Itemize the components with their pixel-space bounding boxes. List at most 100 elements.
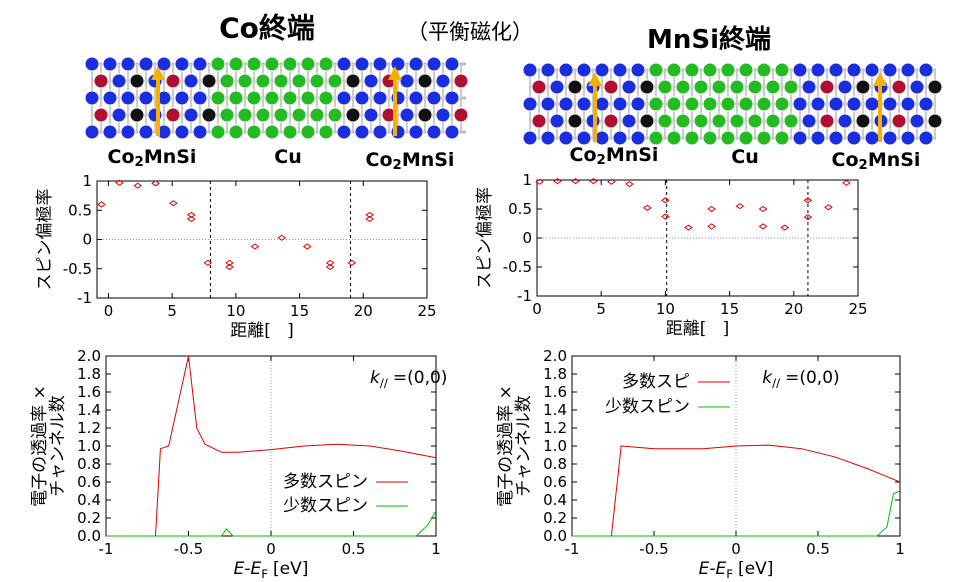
- y-tick-label: 0.2: [77, 509, 101, 527]
- atom: [802, 114, 816, 128]
- x-tick-label: -0.5: [174, 540, 203, 558]
- layer-label: Co2MnSi: [832, 149, 921, 173]
- data-point: [348, 260, 355, 265]
- y-tick-label: 0.4: [543, 491, 567, 509]
- atom: [85, 57, 99, 71]
- atom: [694, 80, 708, 94]
- atom: [613, 97, 627, 111]
- atom: [337, 57, 351, 71]
- atom: [202, 74, 216, 88]
- atom: [775, 63, 789, 77]
- x-axis-label-main: 距離[ ]: [666, 319, 729, 339]
- atom: [400, 108, 414, 122]
- atom: [328, 74, 342, 88]
- atom: [220, 108, 234, 122]
- atom: [202, 108, 216, 122]
- y-tick-label: 1.8: [543, 365, 567, 383]
- atom: [523, 131, 537, 145]
- atom: [346, 74, 360, 88]
- atom: [748, 80, 762, 94]
- data-point: [825, 205, 832, 210]
- atom: [85, 91, 99, 105]
- atom: [337, 91, 351, 105]
- atom: [373, 125, 387, 139]
- atom: [319, 57, 333, 71]
- atom: [346, 108, 360, 122]
- atom: [721, 63, 735, 77]
- atom: [175, 125, 189, 139]
- atom: [283, 91, 297, 105]
- x-axis-label-rest: [eV]: [738, 559, 773, 579]
- atom: [184, 108, 198, 122]
- x-axis-label-sub: F: [726, 567, 733, 581]
- atom: [436, 108, 450, 122]
- legend-label: 多数スピ: [622, 372, 690, 392]
- atom: [910, 80, 924, 94]
- atom: [595, 97, 609, 111]
- atom: [175, 91, 189, 105]
- atom: [577, 97, 591, 111]
- data-point: [590, 179, 597, 184]
- x-axis-label-rest: [eV]: [273, 559, 308, 579]
- atom: [220, 74, 234, 88]
- atom: [766, 80, 780, 94]
- data-point: [708, 224, 715, 229]
- atom: [829, 131, 843, 145]
- atom: [631, 97, 645, 111]
- atom: [436, 74, 450, 88]
- atom: [550, 80, 564, 94]
- atom: [112, 74, 126, 88]
- atom: [883, 63, 897, 77]
- atom: [184, 74, 198, 88]
- atom: [103, 57, 117, 71]
- annotation-sub: //: [380, 376, 388, 390]
- atom: [373, 91, 387, 105]
- y-axis-label: スピン偏極率: [35, 189, 55, 291]
- atom: [355, 91, 369, 105]
- y-tick-label: 1.8: [77, 365, 101, 383]
- atom: [919, 131, 933, 145]
- y-tick-label: 0.4: [77, 491, 101, 509]
- y-tick-label: 0.8: [77, 455, 101, 473]
- atom: [319, 91, 333, 105]
- atom: [793, 63, 807, 77]
- note: （平衡磁化）: [407, 20, 533, 44]
- x-tick-label: 1: [895, 540, 905, 558]
- atom: [811, 131, 825, 145]
- atom: [301, 57, 315, 71]
- atom: [418, 74, 432, 88]
- structure-images: [85, 57, 942, 145]
- atom: [838, 80, 852, 94]
- atom: [838, 114, 852, 128]
- y-tick-label: -0.5: [63, 260, 92, 278]
- atom: [577, 63, 591, 77]
- layer-label-main: Co: [108, 146, 135, 168]
- atom: [892, 114, 906, 128]
- atom: [559, 63, 573, 77]
- atom: [355, 125, 369, 139]
- x-tick-label: 1: [431, 540, 441, 558]
- layer-label-sub: 2: [135, 155, 144, 170]
- atom: [739, 97, 753, 111]
- x-tick-label: -0.5: [639, 540, 668, 558]
- legend-label: 多数スピン: [283, 472, 368, 492]
- atom: [658, 80, 672, 94]
- legend-label: 少数スピン: [605, 397, 690, 417]
- y-tick-label: 0.0: [77, 527, 101, 545]
- atom: [730, 80, 744, 94]
- atom: [139, 57, 153, 71]
- data-point: [134, 183, 141, 188]
- atom: [112, 108, 126, 122]
- atom: [445, 91, 459, 105]
- x-axis-label: E-EF[eV]: [699, 559, 774, 581]
- atom: [784, 80, 798, 94]
- y-tick-label: 0.0: [543, 527, 567, 545]
- atom: [928, 80, 942, 94]
- atom: [883, 97, 897, 111]
- data-point: [554, 179, 561, 184]
- atom: [409, 57, 423, 71]
- atom: [247, 125, 261, 139]
- atom: [649, 97, 663, 111]
- atom: [595, 131, 609, 145]
- atom: [577, 131, 591, 145]
